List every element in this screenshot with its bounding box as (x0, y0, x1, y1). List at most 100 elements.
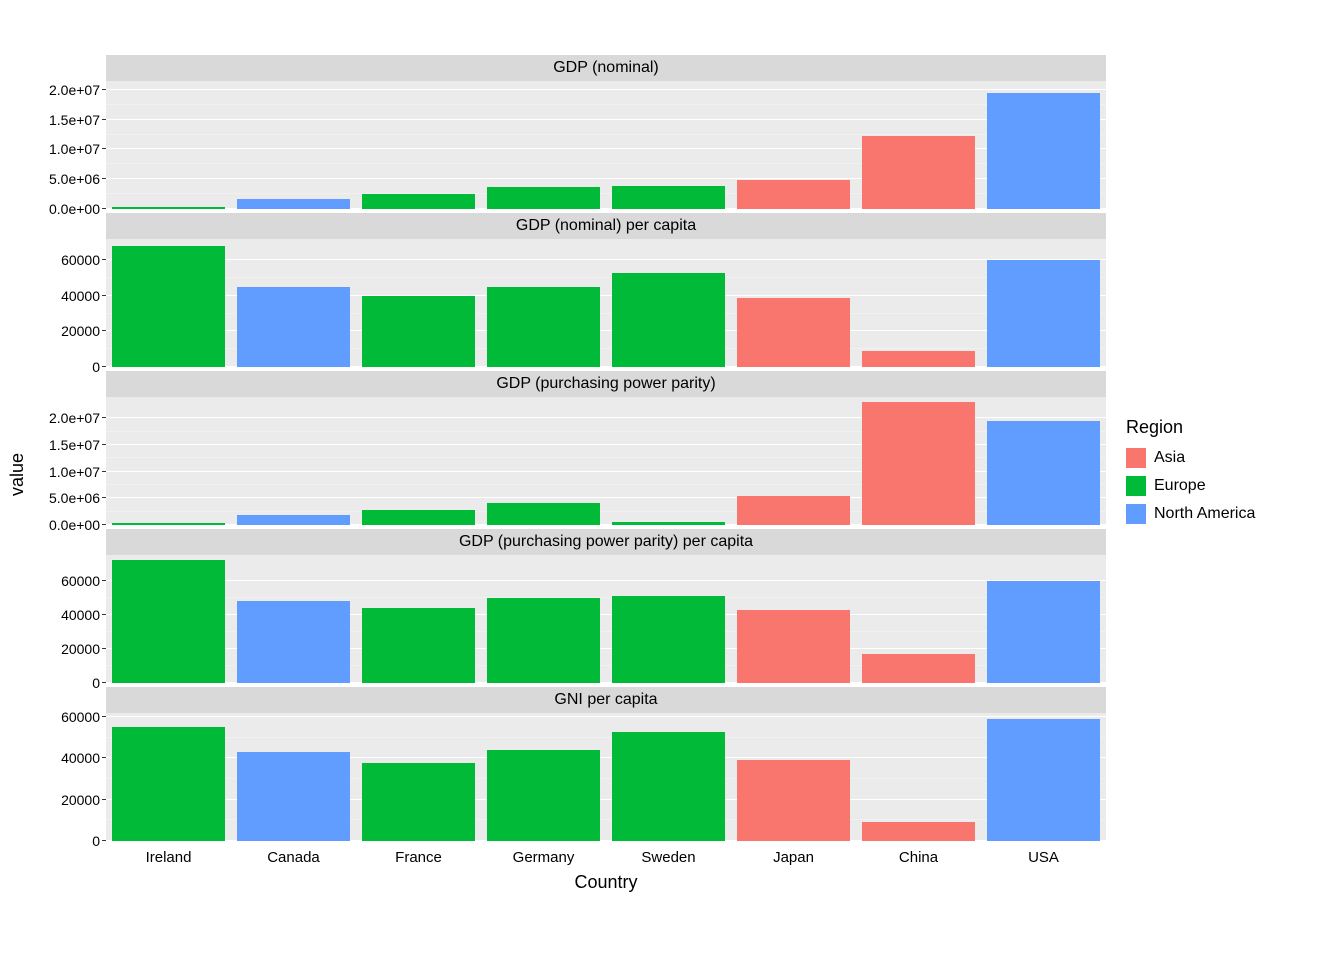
bar (987, 93, 1100, 209)
bar (737, 298, 850, 367)
bars (106, 397, 1106, 525)
facet-strip: GDP (nominal) (106, 55, 1106, 81)
bar-slot (106, 713, 231, 841)
legend-item: Europe (1126, 476, 1326, 496)
bar-slot (731, 397, 856, 525)
bar-slot (231, 713, 356, 841)
legend-swatch (1126, 504, 1146, 524)
y-tick-label: 1.0e+07 (49, 465, 100, 479)
x-tick-label: France (356, 849, 481, 866)
y-ticks: 0200004000060000 (30, 713, 106, 841)
bar-slot (356, 81, 481, 209)
bar-slot (481, 713, 606, 841)
bar-slot (856, 239, 981, 367)
panel (106, 555, 1106, 683)
facet: GNI per capita 0200004000060000 (30, 687, 1106, 841)
facet-label: GDP (nominal) (553, 59, 659, 77)
legend-item: North America (1126, 504, 1326, 524)
facet-strip: GNI per capita (106, 687, 1106, 713)
facet: GDP (nominal) per capita0200004000060000 (30, 213, 1106, 367)
bar (237, 287, 350, 367)
facet-strip: GDP (purchasing power parity) per capita (106, 529, 1106, 555)
facet: GDP (nominal)0.0e+005.0e+061.0e+071.5e+0… (30, 55, 1106, 209)
bar (237, 515, 350, 525)
bar-slot (606, 397, 731, 525)
bar (487, 503, 600, 525)
panel (106, 713, 1106, 841)
x-tick-label: Japan (731, 849, 856, 866)
facet-label: GNI per capita (554, 691, 657, 709)
bar (737, 610, 850, 683)
bar (862, 351, 975, 367)
bar-slot (981, 81, 1106, 209)
facet-strip: GDP (nominal) per capita (106, 213, 1106, 239)
legend-swatch (1126, 476, 1146, 496)
panel (106, 239, 1106, 367)
bar (487, 287, 600, 367)
y-axis-title-wrap: value (6, 464, 30, 485)
legend-swatch (1126, 448, 1146, 468)
y-tick-label: 0 (92, 360, 100, 374)
bar (362, 608, 475, 683)
y-tick-label: 60000 (61, 710, 100, 724)
bar (612, 732, 725, 841)
bars (106, 81, 1106, 209)
bar-slot (231, 81, 356, 209)
panel (106, 81, 1106, 209)
bar-slot (731, 239, 856, 367)
facet-label: GDP (purchasing power parity) per capita (459, 533, 753, 551)
bar (362, 296, 475, 367)
x-tick-label: USA (981, 849, 1106, 866)
bar-slot (731, 81, 856, 209)
bar (612, 273, 725, 367)
bar-slot (356, 239, 481, 367)
bar-slot (731, 555, 856, 683)
x-tick-label: Sweden (606, 849, 731, 866)
bar-slot (106, 397, 231, 525)
y-tick-label: 40000 (61, 608, 100, 622)
bar (987, 260, 1100, 367)
bars (106, 555, 1106, 683)
facet-label: GDP (purchasing power parity) (496, 375, 715, 393)
bar (362, 763, 475, 841)
bar (112, 727, 225, 841)
y-tick-label: 60000 (61, 574, 100, 588)
bar-slot (981, 397, 1106, 525)
bar (487, 598, 600, 683)
bar (237, 752, 350, 841)
bar (112, 560, 225, 683)
y-tick-label: 2.0e+07 (49, 411, 100, 425)
bar-slot (856, 555, 981, 683)
y-tick-label: 5.0e+06 (49, 491, 100, 505)
y-tick-label: 1.0e+07 (49, 142, 100, 156)
bar (987, 719, 1100, 841)
bar (237, 199, 350, 209)
bar-slot (856, 81, 981, 209)
legend-label: North America (1154, 505, 1255, 523)
bar (862, 402, 975, 525)
x-tick-label: Canada (231, 849, 356, 866)
bar-slot (481, 555, 606, 683)
legend-item: Asia (1126, 448, 1326, 468)
bar-slot (981, 555, 1106, 683)
y-tick-label: 5.0e+06 (49, 172, 100, 186)
legend-label: Europe (1154, 477, 1206, 495)
bar-slot (106, 555, 231, 683)
bar (487, 187, 600, 209)
bar-slot (981, 713, 1106, 841)
bar (862, 822, 975, 841)
y-tick-label: 20000 (61, 324, 100, 338)
bar-slot (231, 397, 356, 525)
figure: value GDP (nominal)0.0e+005.0e+061.0e+07… (0, 0, 1332, 948)
bars (106, 239, 1106, 367)
bar-slot (731, 713, 856, 841)
legend-title: Region (1126, 417, 1326, 438)
bar (987, 581, 1100, 683)
bar-slot (856, 713, 981, 841)
y-ticks: 0.0e+005.0e+061.0e+071.5e+072.0e+07 (30, 397, 106, 525)
x-axis-title: Country (106, 872, 1106, 893)
y-tick-label: 2.0e+07 (49, 83, 100, 97)
legend: Region Asia Europe North America (1106, 417, 1326, 532)
bar-slot (481, 397, 606, 525)
y-tick-label: 20000 (61, 642, 100, 656)
